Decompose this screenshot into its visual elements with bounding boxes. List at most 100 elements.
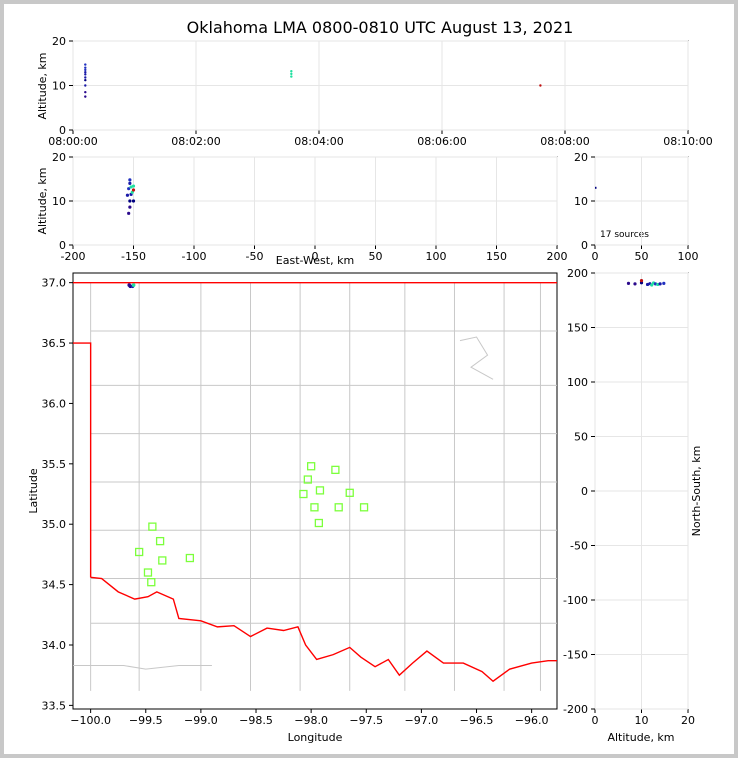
histogram-bar <box>595 186 597 189</box>
eastwest-altitude-xtick-label: -150 <box>121 250 146 263</box>
state-border <box>73 342 92 578</box>
time-altitude-xtick-label: 08:00:00 <box>48 135 97 148</box>
time-altitude-point <box>84 63 87 66</box>
oklahoma-map <box>73 281 557 691</box>
plan-view-xtick-label: −98.5 <box>239 714 273 727</box>
lma-station-marker <box>303 475 312 484</box>
altitude-northsouth-xlabel: Altitude, km <box>607 731 674 744</box>
altitude-northsouth-ticks: 0 10 20 -200 -150 -100 -50 0 50 100 150 200 <box>563 267 695 727</box>
plan-view-xlabel: Longitude <box>288 731 343 744</box>
plan-view-xtick-label: −99.5 <box>129 714 163 727</box>
lma-station-marker <box>135 547 144 557</box>
histogram-ticks: 0 50 100 0 10 20 <box>574 151 699 263</box>
time-altitude-point <box>84 76 87 79</box>
time-altitude-xtick-label: 08:08:00 <box>540 135 589 148</box>
histogram-ytick-label: 0 <box>581 239 588 252</box>
time-altitude-ytick-label: 0 <box>59 124 66 137</box>
eastwest-altitude-panel: Altitude, km East-West, km <box>36 156 558 267</box>
lma-station-marker <box>143 568 153 577</box>
lma-station-marker <box>331 465 340 475</box>
lma-station-marker <box>345 488 354 497</box>
eastwest-altitude-point <box>131 184 136 188</box>
plan-view-xtick-label: −97.5 <box>349 714 383 727</box>
plan-view-xtick-label: −100.0 <box>70 714 111 727</box>
eastwest-altitude-xtick-label: -50 <box>246 250 264 263</box>
altitude-northsouth-ytick-label: 100 <box>567 376 588 389</box>
plan-view-ytick-label: 36.0 <box>42 397 67 410</box>
altitude-northsouth-ytick-label: -50 <box>570 540 588 553</box>
time-altitude-point <box>84 78 87 82</box>
lma-station-marker <box>314 518 324 528</box>
eastwest-altitude-ytick-label: 20 <box>52 151 66 164</box>
plan-view-ticks: −100.0 −99.5 −99.0 −98.5 −98.0 −97.5 −97.0 −96.… <box>42 277 549 727</box>
eastwest-altitude-ytick-label: 10 <box>52 195 66 208</box>
time-altitude-ticks: 08:00:00 08:02:00 08:04:00 08:06:00 08:08:00… <box>48 35 712 148</box>
eastwest-altitude-xlabel: East-West, km <box>276 254 354 267</box>
time-altitude-point <box>84 95 87 98</box>
lma-station-marker <box>334 503 343 512</box>
plan-view-xtick-label: −96.5 <box>460 714 494 727</box>
histogram-ytick-label: 10 <box>574 195 588 208</box>
lma-station-marker <box>147 578 156 587</box>
time-altitude-xtick-label: 08:06:00 <box>417 135 466 148</box>
altitude-northsouth-xtick-label: 20 <box>681 714 695 727</box>
altitude-northsouth-point <box>633 282 637 286</box>
plan-view-ytick-label: 34.5 <box>42 579 67 592</box>
plan-view-xtick-label: −99.0 <box>184 714 218 727</box>
lma-station-marker <box>359 503 369 512</box>
eastwest-altitude-xtick-label: 100 <box>426 250 447 263</box>
source-count-annotation: 17 sources <box>600 230 649 240</box>
time-altitude-point <box>84 66 87 69</box>
altitude-northsouth-xtick-label: 10 <box>635 714 649 727</box>
altitude-northsouth-point <box>662 281 666 285</box>
time-altitude-point <box>290 72 293 76</box>
eastwest-altitude-xtick-label: -200 <box>61 250 86 263</box>
altitude-northsouth-point <box>639 279 644 283</box>
plan-view-source-point <box>131 283 136 287</box>
plan-view-axes <box>72 272 558 710</box>
plan-view-source-point <box>127 283 132 287</box>
altitude-northsouth-ytick-label: 200 <box>567 267 588 280</box>
eastwest-altitude-point <box>127 211 131 215</box>
time-altitude-xtick-label: 08:10:00 <box>663 135 712 148</box>
eastwest-altitude-ylabel: Altitude, km <box>36 167 49 234</box>
plan-view-ytick-label: 35.5 <box>42 458 67 471</box>
eastwest-altitude-point <box>131 199 136 203</box>
lma-station-marker <box>158 556 167 565</box>
figure-title: Oklahoma LMA 0800-0810 UTC August 13, 20… <box>187 18 574 37</box>
lma-station-marker <box>310 503 319 512</box>
time-altitude-point <box>84 68 87 72</box>
time-altitude-xtick-label: 08:04:00 <box>294 135 343 148</box>
histogram-xtick-label: 0 <box>592 250 599 263</box>
lma-station-marker <box>155 536 165 546</box>
plan-view-panel: Latitude Longitude <box>27 272 558 744</box>
plan-view-xtick-label: −97.0 <box>405 714 439 727</box>
time-altitude-point <box>290 75 293 78</box>
lma-station-marker <box>148 522 157 531</box>
altitude-northsouth-ytick-label: 50 <box>574 431 588 444</box>
altitude-northsouth-ylabel: North-South, km <box>690 446 703 537</box>
time-altitude-ytick-label: 10 <box>52 80 66 93</box>
time-altitude-ylabel: Altitude, km <box>36 52 49 119</box>
time-altitude-point <box>84 90 87 94</box>
state-border-red-river <box>90 576 557 683</box>
eastwest-altitude-point <box>127 187 131 191</box>
altitude-northsouth-ytick-label: -200 <box>563 703 588 716</box>
time-altitude-point <box>290 70 293 73</box>
eastwest-altitude-point <box>131 188 136 192</box>
time-altitude-xtick-label: 08:02:00 <box>171 135 220 148</box>
altitude-northsouth-point <box>658 282 662 286</box>
altitude-northsouth-ytick-label: 0 <box>581 485 588 498</box>
altitude-northsouth-ytick-label: 150 <box>567 322 588 335</box>
lma-station-marker <box>185 553 195 563</box>
eastwest-altitude-ticks: -200 -150 -100 -50 0 50 100 150 200 0 10 20 <box>52 151 568 263</box>
plan-view-ytick-label: 35.0 <box>42 518 67 531</box>
time-altitude-ytick-label: 20 <box>52 35 66 48</box>
altitude-northsouth-panel: Altitude, km North-South, km <box>594 272 703 744</box>
plan-view-xtick-label: −98.0 <box>294 714 328 727</box>
altitude-northsouth-ytick-label: -100 <box>563 594 588 607</box>
plan-view-ylabel: Latitude <box>27 468 40 514</box>
plan-view-ytick-label: 34.0 <box>42 639 67 652</box>
lma-station-marker <box>306 462 316 471</box>
histogram-xtick-label: 50 <box>635 250 649 263</box>
